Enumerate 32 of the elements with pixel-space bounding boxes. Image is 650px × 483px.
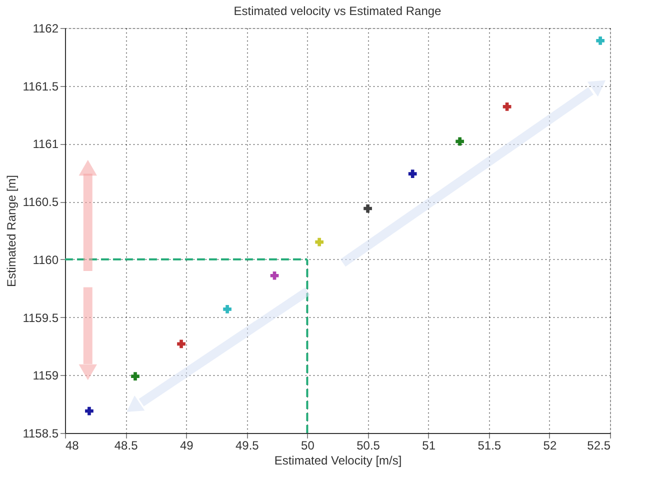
x-axis-title: Estimated Velocity [m/s] [274, 454, 402, 468]
point [456, 137, 464, 146]
point [364, 204, 372, 213]
x-tick-label: 49 [180, 438, 194, 452]
x-tick-label: 50.5 [356, 438, 380, 452]
y-tick-label: 1159.5 [22, 310, 59, 325]
x-tick-label: 52.5 [587, 438, 611, 452]
x-tick-label: 49.5 [235, 438, 260, 452]
y-tick-label: 1162 [32, 22, 59, 36]
x-tick-label: 48 [66, 438, 80, 452]
y-axis-title: Estimated Range [m] [4, 174, 19, 288]
y-tick-label: 1160.5 [22, 195, 59, 210]
point [177, 340, 186, 348]
y-tick-label: 1161.5 [22, 79, 59, 94]
y-tick-label: 1161 [32, 137, 59, 152]
y-tick-label: 1159 [32, 368, 59, 383]
x-tick-label: 48.5 [114, 438, 138, 452]
point [596, 36, 604, 45]
y-tick-label: 1158.5 [22, 426, 59, 440]
chart-title: Estimated velocity vs Estimated Range [234, 4, 442, 18]
point [223, 305, 232, 314]
x-tick-label: 50 [301, 438, 315, 452]
x-tick-label: 52 [543, 438, 557, 452]
x-tick-label: 51 [422, 438, 436, 452]
point [131, 372, 140, 380]
x-tick-label: 51.5 [478, 438, 502, 452]
point [315, 238, 324, 246]
y-tick-label: 1160 [32, 252, 59, 267]
point [502, 102, 512, 111]
point [85, 406, 94, 416]
point [270, 271, 279, 280]
point [408, 170, 417, 178]
